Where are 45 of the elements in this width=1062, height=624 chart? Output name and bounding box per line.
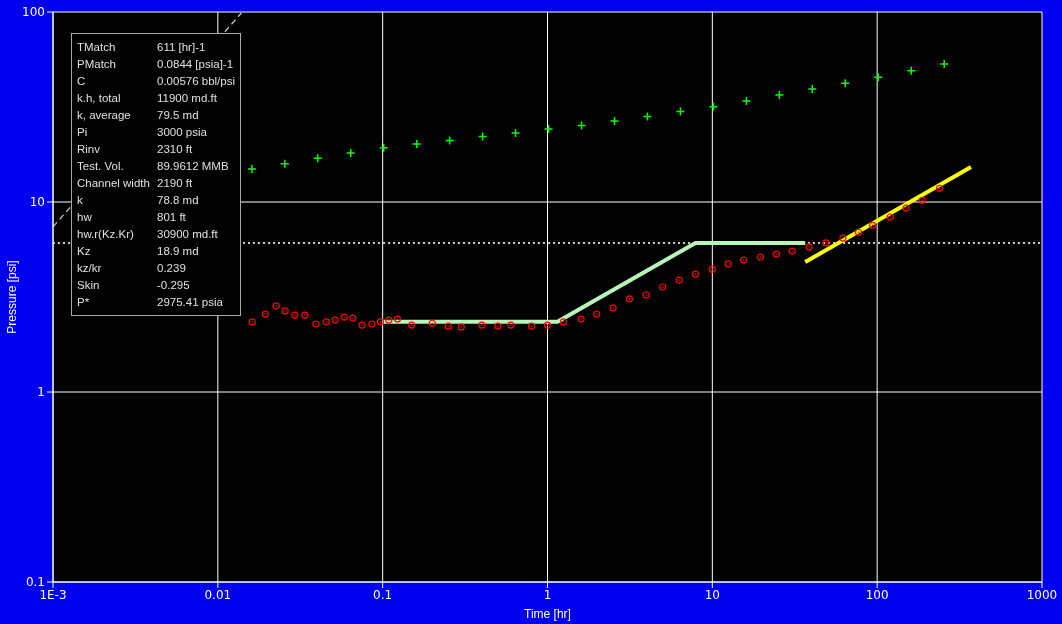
annotation: 79.5 md: [157, 108, 200, 123]
annotation: 0.239: [157, 261, 187, 276]
annotation: 0.00576 bbl/psi: [157, 74, 236, 89]
x-tick-label: 0.01: [204, 587, 232, 602]
annotation: Skin: [77, 278, 101, 293]
annotation: 30900 md.ft: [157, 227, 219, 242]
annotation: 11900 md.ft: [157, 91, 218, 106]
x-tick-label: 1000: [1026, 587, 1058, 602]
annotation: -0.295: [157, 278, 191, 293]
annotation: 611 [hr]-1: [157, 40, 207, 55]
x-tick-label: 0.1: [373, 587, 393, 602]
annotation: C: [77, 74, 87, 89]
annotation: hw.r(Kz.Kr): [77, 227, 135, 242]
annotation: 2310 ft: [157, 142, 194, 157]
annotation: Rinv: [77, 142, 101, 157]
annotation: 2190 ft: [157, 176, 194, 191]
annotation: TMatch: [77, 40, 117, 55]
annotation: P*: [77, 295, 91, 310]
annotation: Kz: [77, 244, 92, 259]
y-tick-label: 0.1: [25, 575, 45, 590]
annotation: k: [77, 193, 84, 208]
annotation: 2975.41 psia: [157, 295, 224, 310]
y-tick-label: 10: [29, 195, 45, 210]
annotation: 0.0844 [psia]-1: [157, 57, 235, 72]
x-tick-label: 10: [704, 587, 720, 602]
annotation: kz/kr: [77, 261, 103, 276]
annotation: hw: [77, 210, 93, 225]
y-tick-label: 100: [22, 5, 45, 20]
y-axis-title: Pressure [psi]: [5, 260, 20, 334]
annotation: k.h, total: [77, 91, 122, 106]
x-tick-label: 1: [543, 587, 552, 602]
x-tick-label: 1E-3: [39, 587, 67, 602]
x-axis-title: Time [hr]: [524, 607, 571, 621]
annotation: 78.8 md: [157, 193, 200, 208]
annotation: 3000 psia: [157, 125, 208, 140]
annotation: Channel width: [77, 176, 151, 191]
annotation: Pi: [77, 125, 89, 140]
annotation: 18.9 md: [157, 244, 200, 259]
annotation: 801 ft: [157, 210, 187, 225]
x-tick-label: 100: [865, 587, 889, 602]
y-tick-label: 1: [37, 385, 45, 400]
annotation: 89.9612 MMB: [157, 159, 230, 174]
annotation: PMatch: [77, 57, 117, 72]
annotation: Test. Vol.: [77, 159, 125, 174]
annotation: k, average: [77, 108, 132, 123]
